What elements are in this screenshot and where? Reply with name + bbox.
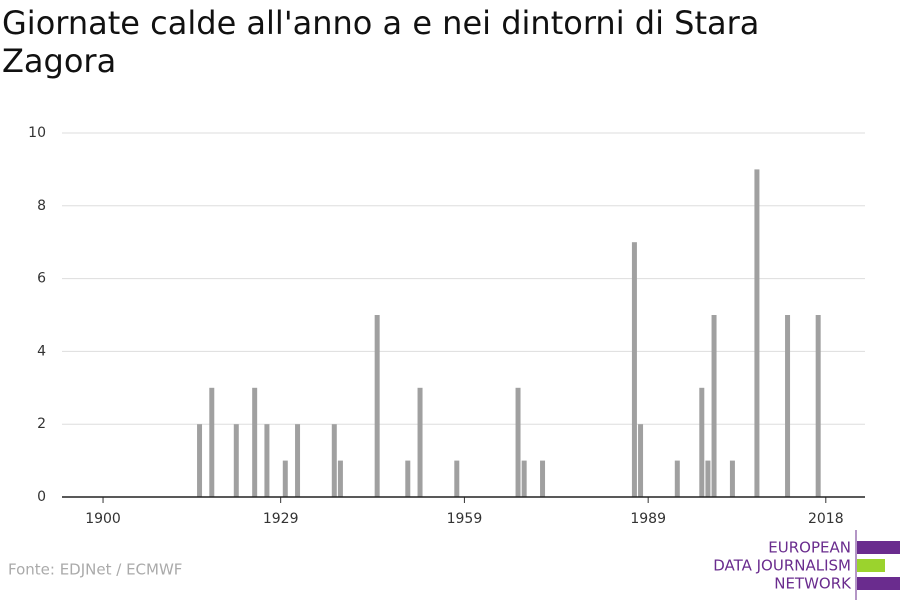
- bar: [815, 315, 821, 497]
- y-tick-label: 4: [37, 343, 46, 359]
- x-tick-label: 1989: [630, 511, 666, 527]
- x-tick-label: 1959: [447, 511, 483, 527]
- bar: [331, 424, 337, 497]
- bar: [699, 387, 705, 497]
- x-tick-label: 2018: [808, 511, 844, 527]
- bar: [785, 315, 791, 497]
- logo-bar: [857, 541, 900, 554]
- x-tick-label: 1929: [263, 511, 299, 527]
- bar: [729, 460, 735, 497]
- bar: [705, 460, 711, 497]
- logo-text: DATA JOURNALISM: [713, 557, 851, 575]
- bar: [631, 242, 637, 497]
- chart-title: Giornate calde all'anno a e nei dintorni…: [2, 4, 760, 80]
- bar: [209, 387, 215, 497]
- bar: [252, 387, 258, 497]
- logo-text: NETWORK: [774, 575, 852, 593]
- y-tick-label: 6: [37, 271, 46, 287]
- bar: [282, 460, 288, 497]
- bar: [405, 460, 411, 497]
- source: Fonte: EDJNet / ECMWF: [8, 561, 182, 579]
- logo-bar: [857, 577, 900, 590]
- logo-bar: [857, 559, 885, 572]
- bar: [754, 169, 760, 497]
- bar: [295, 424, 301, 497]
- x-tick-label: 1900: [85, 511, 121, 527]
- bar: [454, 460, 460, 497]
- y-tick-label: 0: [37, 489, 46, 505]
- y-tick-label: 8: [37, 198, 46, 214]
- y-tick-label: 2: [37, 416, 46, 432]
- bar: [197, 424, 203, 497]
- bar: [674, 460, 680, 497]
- bar: [638, 424, 644, 497]
- bar: [521, 460, 527, 497]
- bar: [337, 460, 343, 497]
- bar: [540, 460, 546, 497]
- bar: [233, 424, 239, 497]
- bar: [264, 424, 270, 497]
- logo-text: EUROPEAN: [768, 539, 851, 557]
- bar: [711, 315, 717, 497]
- bar: [515, 387, 521, 497]
- bar: [417, 387, 423, 497]
- y-tick-label: 10: [28, 125, 46, 141]
- bar: [374, 315, 380, 497]
